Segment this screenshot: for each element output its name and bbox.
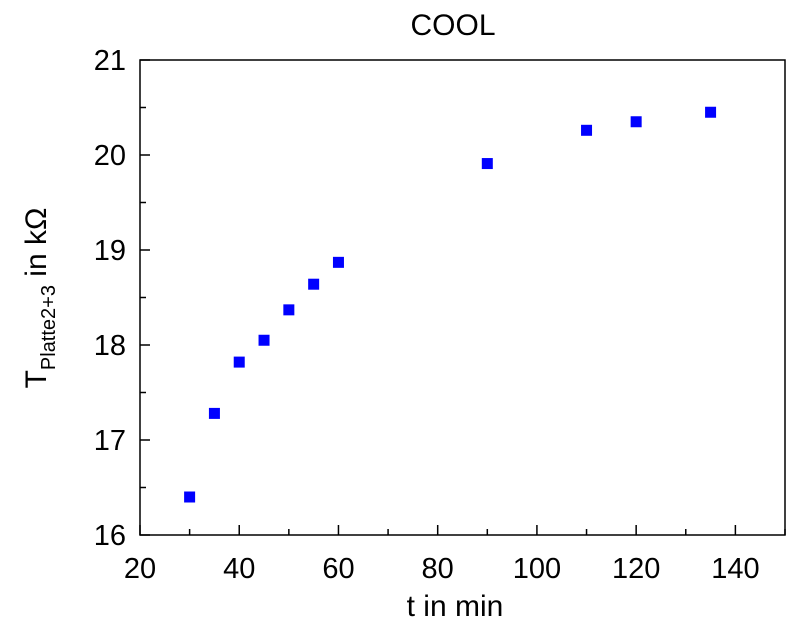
y-axis-label-suffix: in kΩ xyxy=(20,208,53,285)
data-point xyxy=(208,407,220,419)
data-point xyxy=(332,256,344,268)
data-point xyxy=(258,334,270,346)
y-tick-label: 17 xyxy=(94,425,126,457)
y-axis-label-main: T xyxy=(20,370,53,388)
data-point xyxy=(581,124,593,136)
y-axis-tick-labels: 16 17 18 19 20 21 xyxy=(94,45,126,552)
data-point xyxy=(705,106,717,118)
x-tick-label: 120 xyxy=(612,553,660,585)
data-point xyxy=(630,116,642,128)
x-tick-label: 60 xyxy=(322,553,354,585)
data-points xyxy=(184,106,717,503)
x-tick-label: 20 xyxy=(124,553,156,585)
x-tick-label: 80 xyxy=(422,553,454,585)
x-axis-ticks xyxy=(139,525,786,535)
y-tick-label: 21 xyxy=(94,45,126,77)
x-tick-label: 40 xyxy=(223,553,255,585)
data-point xyxy=(184,491,196,503)
x-tick-label: 140 xyxy=(711,553,759,585)
y-axis-label-subscript: Platte2+3 xyxy=(38,285,60,370)
data-point xyxy=(283,304,295,316)
y-tick-label: 16 xyxy=(94,520,126,552)
y-axis-ticks xyxy=(140,59,150,536)
x-axis-tick-labels: 20 40 60 80 100 120 140 xyxy=(124,553,760,585)
y-axis-label: TPlatte2+3 in kΩ xyxy=(20,208,60,389)
data-point xyxy=(233,356,245,368)
x-tick-label: 100 xyxy=(513,553,561,585)
data-point xyxy=(481,158,493,170)
chart-title: COOL xyxy=(410,9,495,42)
plot-frame xyxy=(139,59,786,536)
y-tick-label: 20 xyxy=(94,140,126,172)
x-axis-label: t in min xyxy=(407,590,504,623)
data-point xyxy=(308,278,320,290)
y-tick-label: 19 xyxy=(94,235,126,267)
y-tick-label: 18 xyxy=(94,330,126,362)
